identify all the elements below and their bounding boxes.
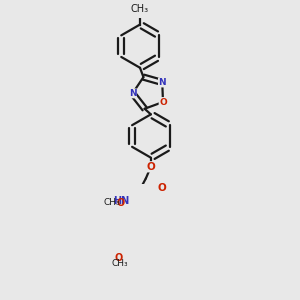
Text: O: O xyxy=(159,98,167,106)
Text: N: N xyxy=(158,78,166,87)
Text: O: O xyxy=(158,183,166,194)
Text: HN: HN xyxy=(113,196,130,206)
Text: CH₃: CH₃ xyxy=(103,198,120,207)
Text: CH₃: CH₃ xyxy=(131,4,149,14)
Text: CH₃: CH₃ xyxy=(112,259,128,268)
Text: O: O xyxy=(114,253,122,262)
Text: N: N xyxy=(129,89,136,98)
Text: O: O xyxy=(116,198,124,208)
Text: O: O xyxy=(146,162,155,172)
